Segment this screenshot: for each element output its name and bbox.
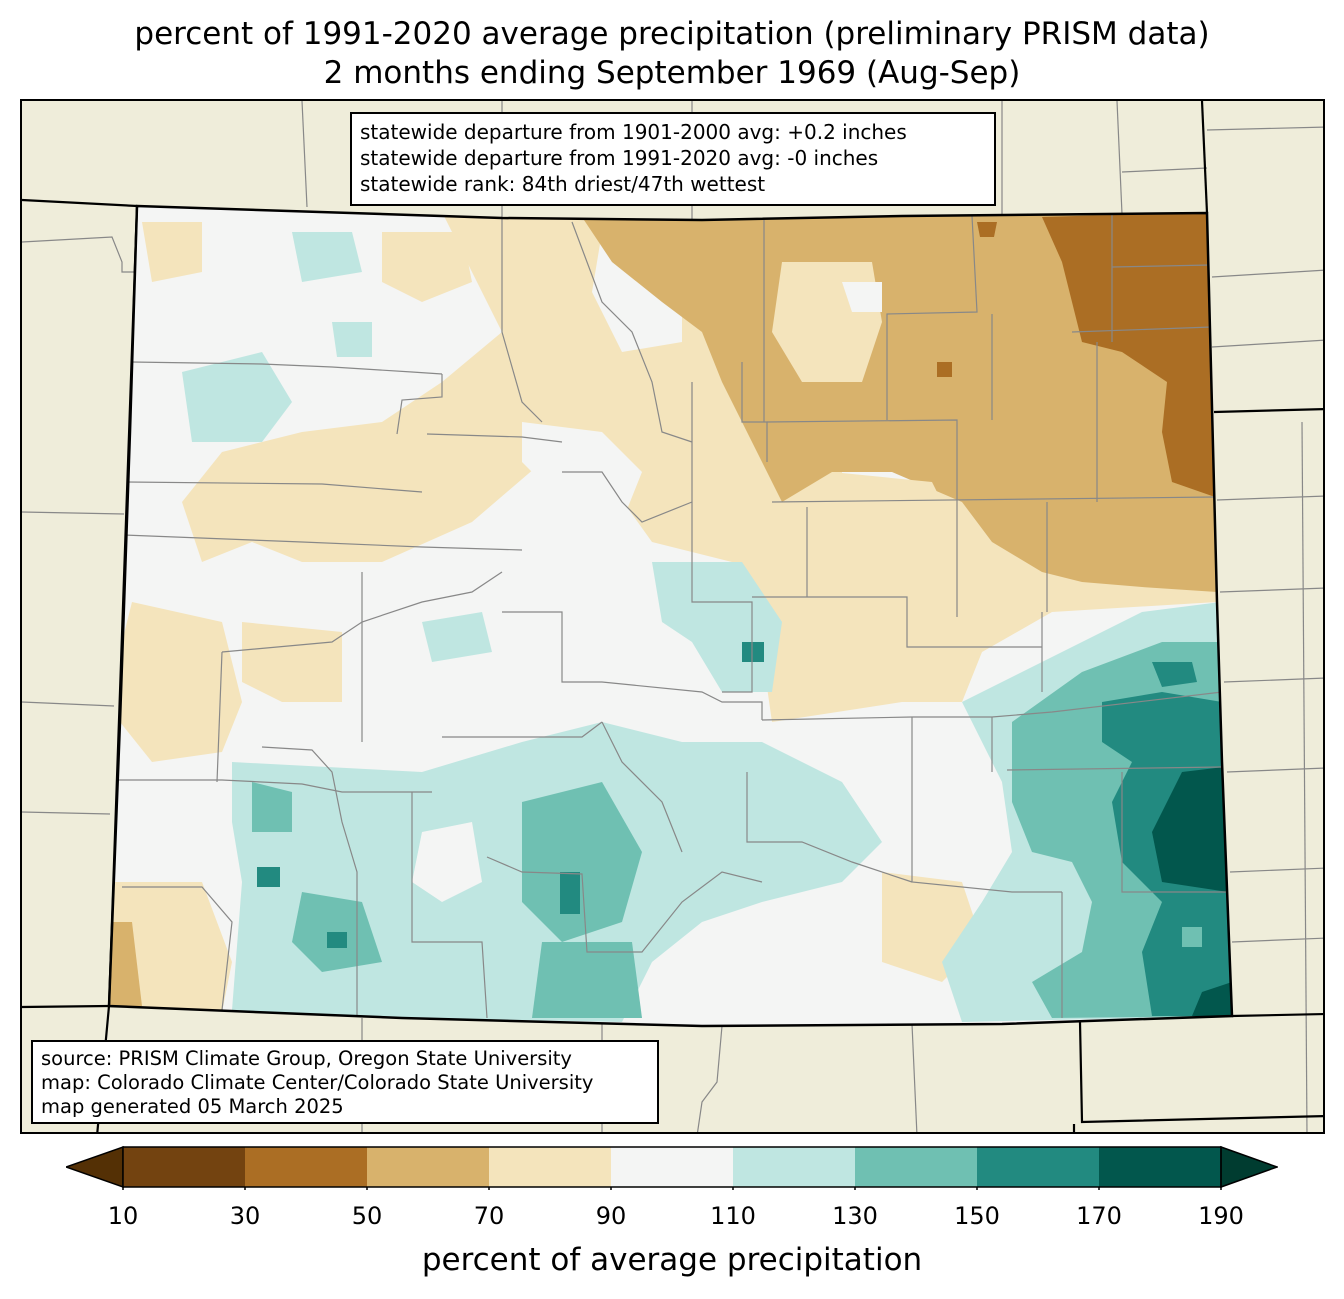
colorbar-segment [855, 1147, 977, 1187]
colorbar-segment [977, 1147, 1099, 1187]
colorbar-tick-label: 130 [832, 1202, 878, 1230]
map-title-line-2: 2 months ending September 1969 (Aug-Sep) [323, 55, 1021, 91]
colorbar [66, 1145, 1278, 1190]
colorbar-segment [1099, 1147, 1221, 1187]
colorbar-segment [245, 1147, 367, 1187]
colorbar-under-extension [66, 1145, 124, 1189]
colorbar-tick-label: 150 [954, 1202, 1000, 1230]
colorbar-tick-label: 90 [595, 1202, 627, 1230]
county-lines [112, 214, 1232, 1019]
colorbar-segment [367, 1147, 489, 1187]
precipitation-field [109, 206, 1232, 1026]
colorbar-segment [733, 1147, 855, 1187]
departure-1991-2020: statewide departure from 1991-2020 avg: … [360, 146, 879, 170]
colorbar-label: percent of average precipitation [421, 1242, 923, 1278]
colorbar-over-extension [1220, 1145, 1278, 1189]
colorbar-tick-label: 10 [107, 1202, 139, 1230]
colorbar-tick-label: 170 [1076, 1202, 1122, 1230]
colorbar-segment [123, 1147, 245, 1187]
map-credit-text: map: Colorado Climate Center/Colorado St… [41, 1071, 594, 1094]
colorbar-tick-label: 50 [351, 1202, 383, 1230]
statewide-rank: statewide rank: 84th driest/47th wettest [360, 172, 766, 196]
colorbar-tick-label: 110 [710, 1202, 756, 1230]
precipitation-map [22, 101, 1323, 1132]
colorbar-outline [122, 1146, 1222, 1188]
colorbar-segment [489, 1147, 611, 1187]
colorbar-tick-label: 190 [1198, 1202, 1244, 1230]
statewide-stats-box: statewide departure from 1901-2000 avg: … [350, 112, 996, 206]
departure-1901-2000: statewide departure from 1901-2000 avg: … [360, 120, 907, 144]
map-frame [20, 99, 1325, 1134]
colorbar-tick-label: 30 [229, 1202, 261, 1230]
source-text: source: PRISM Climate Group, Oregon Stat… [41, 1047, 572, 1070]
generated-date-text: map generated 05 March 2025 [41, 1095, 344, 1118]
colorbar-tick-label: 70 [473, 1202, 505, 1230]
colorbar-segment [611, 1147, 733, 1187]
source-box: source: PRISM Climate Group, Oregon Stat… [31, 1040, 659, 1124]
map-title-line-1: percent of 1991-2020 average precipitati… [134, 16, 1210, 52]
